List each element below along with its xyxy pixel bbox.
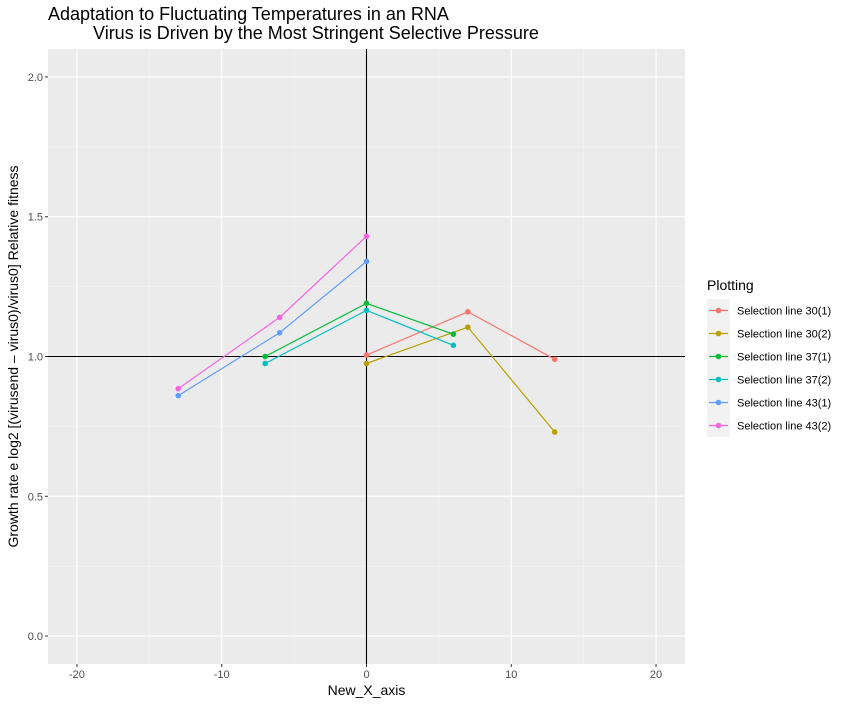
x-tick-label: 10 [505,669,517,681]
legend-key-point [715,353,722,360]
data-point [450,342,457,349]
legend-title: Plotting [707,277,754,293]
data-point [363,352,370,358]
data-point [363,300,370,307]
series-6 [175,233,370,392]
legend-item: Selection line 37(1) [707,345,831,368]
x-tick-label: -10 [214,669,230,681]
y-tick-label: 2.0 [28,72,43,84]
y-tick-label: 1.5 [28,212,43,224]
legend-key-point [715,376,722,383]
series-2 [363,324,558,435]
data-point [276,314,283,321]
legend-item: Selection line 37(2) [707,368,831,391]
y-tick-label: 1.0 [28,352,43,364]
x-tick-label: -20 [69,669,85,681]
series-5 [175,258,370,399]
x-axis-ticks: -20 -10 0 10 20 [69,664,662,681]
chart-title-line-1: Adaptation to Fluctuating Temperatures i… [48,4,449,24]
legend-item: Selection line 30(2) [707,322,831,345]
legend: Plotting Selection line 30(1) Selection l… [707,277,831,437]
data-point [262,360,268,367]
data-point [450,331,457,337]
legend-key-point [715,330,722,337]
x-axis-title: New_X_axis [328,682,406,698]
y-axis-ticks: 0.0 0.5 1.0 1.5 2.0 [28,72,48,643]
legend-key-point [715,399,722,406]
legend-key-point [715,307,722,314]
x-tick-label: 20 [650,669,662,681]
y-tick-label: 0.0 [28,631,43,643]
data-point [175,392,182,399]
data-point [363,258,370,265]
legend-label: Selection line 43(1) [737,398,831,410]
data-point [551,356,558,363]
series-1 [363,308,558,363]
legend-label: Selection line 37(1) [737,352,831,364]
legend-label: Selection line 43(2) [737,421,831,433]
data-point [363,233,370,240]
legend-item: Selection line 43(1) [707,391,831,414]
data-point [262,353,268,360]
data-point [551,429,558,435]
legend-label: Selection line 30(2) [737,329,831,341]
data-point [276,329,283,336]
data-point [465,308,471,315]
data-point [175,385,182,392]
legend-key-point [715,422,722,429]
legend-label: Selection line 30(1) [737,306,831,318]
series-layer [175,233,558,435]
y-tick-label: 0.5 [28,491,43,503]
series-3 [262,300,457,360]
data-point [465,324,471,330]
legend-item: Selection line 30(1) [707,299,831,322]
data-point [363,307,370,314]
x-tick-label: 0 [363,669,369,681]
data-point [363,360,370,367]
y-axis-title: Growth rate e log2 [(virusend – virus0)/… [5,165,21,547]
chart-title-line-2: Virus is Driven by the Most Stringent Se… [48,23,539,43]
series-4 [262,307,457,367]
legend-label: Selection line 37(2) [737,375,831,387]
legend-item: Selection line 43(2) [707,414,831,437]
